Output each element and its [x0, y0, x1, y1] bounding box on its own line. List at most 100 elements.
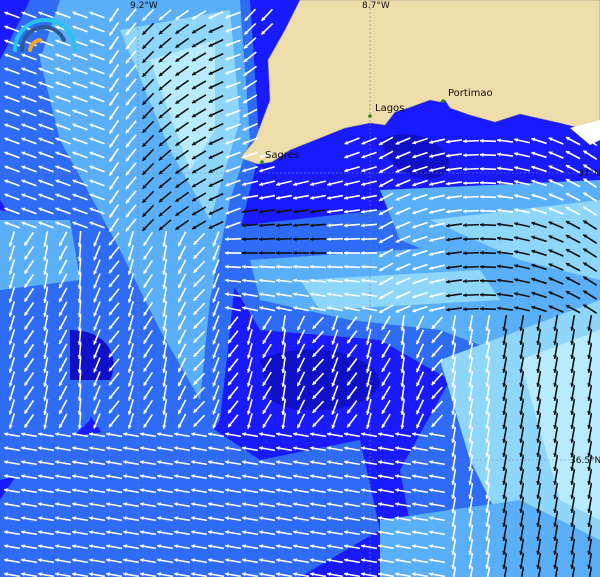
wave-arrow-head: [127, 298, 132, 303]
wave-arrow-head: [125, 213, 130, 218]
wave-arrow-head: [123, 432, 127, 437]
wave-arrow-head: [208, 474, 212, 479]
wave-arrow-head: [77, 285, 82, 289]
wave-arrow-head: [344, 168, 349, 173]
wave-arrow-head: [381, 367, 386, 372]
wave-arrow-head: [38, 165, 43, 170]
wave-arrow-head: [212, 424, 217, 429]
wave-arrow-head: [293, 182, 298, 187]
wave-arrow-head: [55, 207, 60, 212]
wave-direction-arrows: [3, 7, 598, 577]
wave-arrow-head: [548, 277, 553, 282]
wave-arrow-head: [451, 467, 456, 471]
wave-arrow-head: [225, 460, 229, 465]
wave-arrow-head: [191, 460, 195, 465]
wave-arrow-head: [89, 193, 94, 198]
wave-arrow-head: [412, 530, 416, 535]
wave-arrow-head: [243, 44, 248, 49]
wave-arrow-head: [310, 558, 314, 563]
wave-arrow-head: [193, 338, 198, 343]
wave-arrow-head: [446, 181, 450, 186]
wave-arrow-head: [331, 354, 336, 359]
wave-arrow-head: [463, 209, 467, 214]
wave-arrow-head: [485, 355, 490, 359]
wave-arrow-head: [378, 516, 382, 521]
wave-arrow-head: [72, 446, 76, 451]
wave-arrow-head: [38, 516, 42, 521]
wave-arrow-head: [293, 278, 297, 283]
wave-arrow-head: [259, 474, 263, 479]
wave-arrow-head: [93, 270, 98, 275]
place-portimao[interactable]: Portimao: [448, 88, 493, 99]
wave-arrow-head: [485, 565, 490, 569]
wave-arrow-head: [310, 530, 314, 535]
wave-arrow-head: [157, 488, 161, 493]
wave-arrow-head: [293, 474, 297, 479]
wave-arrow-head: [536, 453, 541, 457]
wave-arrow-head: [208, 558, 212, 563]
wave-arrow-head: [451, 341, 456, 345]
wave-arrow-head: [38, 530, 42, 535]
wave-arrow-head: [431, 395, 436, 399]
wave-arrow-head: [175, 29, 180, 34]
wave-arrow-head: [43, 369, 48, 373]
wave-arrow-head: [310, 264, 314, 269]
wave-arrow-head: [212, 368, 217, 373]
wave-arrow-head: [519, 537, 524, 541]
wave-arrow-head: [463, 265, 467, 270]
wave-arrow-head: [89, 25, 94, 30]
wave-arrow-head: [451, 565, 456, 569]
wave-arrow-head: [225, 98, 230, 103]
wave-arrow-head: [72, 165, 77, 170]
wave-arrow-head: [276, 516, 280, 521]
wave-arrow-head: [242, 306, 246, 311]
wave-arrow-head: [312, 394, 317, 399]
wave-arrow-head: [412, 196, 417, 201]
wave-arrow-head: [243, 99, 248, 104]
wave-arrow-head: [519, 341, 524, 345]
wave-arrow-head: [89, 488, 93, 493]
wave-arrow-head: [24, 367, 29, 372]
wave-arrow-head: [536, 481, 541, 485]
wave-arrow-head: [378, 488, 382, 493]
wave-arrow-head: [225, 544, 229, 549]
wave-arrow-head: [378, 183, 383, 187]
wave-arrow-head: [158, 44, 163, 49]
wave-arrow-head: [429, 488, 433, 493]
wave-arrow-head: [468, 523, 473, 527]
wave-arrow-head: [395, 502, 399, 507]
wave-arrow-head: [327, 474, 331, 479]
wave-arrow-head: [193, 310, 198, 315]
wave-arrow-head: [77, 327, 82, 331]
place-lagos[interactable]: Lagos: [375, 103, 404, 114]
wave-arrow-head: [451, 495, 456, 499]
wave-arrow-head: [480, 306, 484, 311]
wave-arrow-head: [178, 354, 182, 359]
wave-arrow-head: [310, 474, 314, 479]
wave-arrow-head: [242, 140, 247, 145]
wave-arrow-head: [108, 353, 113, 358]
wave-arrow-head: [259, 306, 263, 311]
wave-arrow-head: [361, 306, 365, 311]
place-sagres[interactable]: Sagres: [265, 150, 299, 161]
wave-arrow-head: [297, 410, 301, 415]
wave-arrow-head: [77, 355, 82, 359]
wave-arrow-head: [125, 87, 130, 92]
wave-arrow-head: [565, 193, 570, 197]
wave-arrow-head: [293, 460, 297, 465]
wave-arrow-head: [89, 474, 93, 479]
wave-arrow-head: [225, 28, 230, 33]
wave-arrow-head: [72, 137, 77, 142]
wave-arrow-head: [310, 446, 314, 451]
wave-arrow-head: [570, 397, 575, 401]
wave-arrow-head: [395, 154, 400, 159]
wave-arrow-head: [4, 67, 9, 72]
wave-arrow-head: [4, 502, 8, 507]
wave-arrow-head: [55, 67, 60, 72]
wave-arrow-head: [259, 432, 263, 437]
wave-arrow-head: [395, 530, 399, 535]
wave-arrow-head: [24, 283, 29, 288]
wave-arrow-head: [531, 221, 536, 226]
wave-arrow-head: [502, 467, 507, 471]
